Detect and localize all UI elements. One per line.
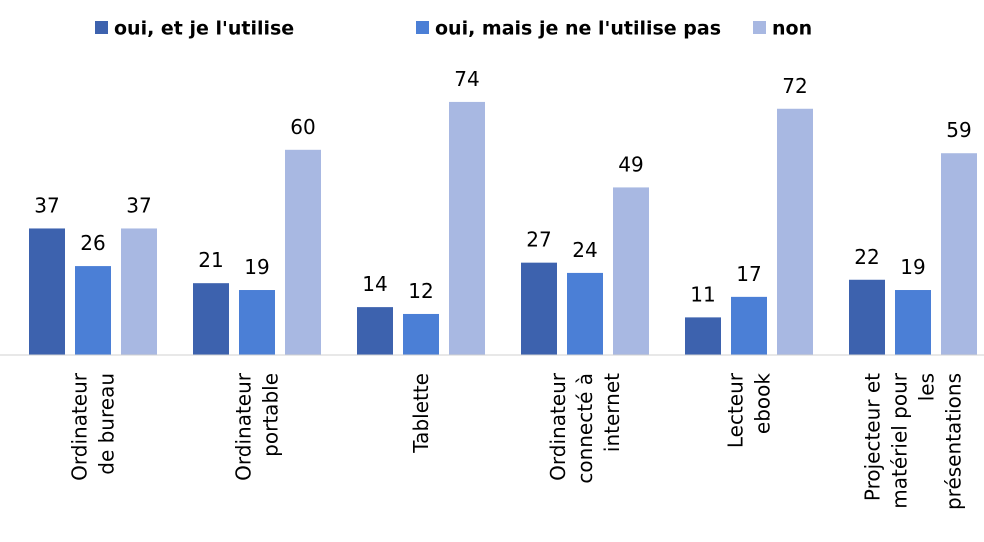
data-label: 49 bbox=[618, 152, 643, 176]
x-tick-line: présentations bbox=[942, 373, 966, 510]
bar bbox=[849, 279, 885, 355]
bar bbox=[121, 228, 157, 355]
data-label: 74 bbox=[454, 67, 479, 91]
data-label: 37 bbox=[126, 193, 151, 217]
data-label: 22 bbox=[854, 245, 879, 269]
bar bbox=[731, 296, 767, 355]
bar bbox=[285, 149, 321, 355]
bar bbox=[521, 262, 557, 355]
data-label: 26 bbox=[80, 231, 105, 255]
bar bbox=[567, 272, 603, 355]
legend-swatch bbox=[416, 21, 429, 34]
x-tick-label: Ordinateur de bureau bbox=[68, 372, 119, 481]
data-label: 19 bbox=[244, 255, 269, 279]
bar bbox=[895, 290, 931, 355]
x-tick-line: Ordinateur bbox=[68, 372, 92, 481]
data-label: 72 bbox=[782, 74, 807, 98]
x-tick-line: internet bbox=[600, 373, 624, 452]
data-label: 17 bbox=[736, 262, 761, 286]
x-tick-line: Ordinateur bbox=[232, 372, 256, 481]
x-tick-label: Ordinateur portable bbox=[232, 372, 283, 481]
data-label: 27 bbox=[526, 228, 551, 252]
legend-swatch bbox=[753, 21, 766, 34]
data-label: 11 bbox=[690, 282, 715, 306]
x-tick-line: de bureau bbox=[95, 373, 119, 475]
bar bbox=[449, 101, 485, 355]
x-tick-label: Lecteur ebook bbox=[724, 372, 775, 448]
x-tick-label: Ordinateur connecté à internet bbox=[546, 372, 624, 483]
bar bbox=[29, 228, 65, 355]
x-tick-line: connecté à bbox=[573, 373, 597, 484]
bar bbox=[685, 317, 721, 355]
x-tick-line: portable bbox=[259, 373, 283, 457]
data-label: 59 bbox=[946, 118, 971, 142]
bar bbox=[193, 283, 229, 355]
data-label: 21 bbox=[198, 248, 223, 272]
x-tick-line: Lecteur bbox=[724, 372, 748, 448]
x-tick-line: Tablette bbox=[409, 373, 433, 454]
bar bbox=[613, 187, 649, 355]
bar bbox=[941, 153, 977, 355]
x-tick-label: Tablette bbox=[409, 373, 433, 454]
data-label: 14 bbox=[362, 272, 387, 296]
data-label: 12 bbox=[408, 279, 433, 303]
legend-label: oui, et je l'utilise bbox=[114, 18, 294, 40]
x-tick-line: Ordinateur bbox=[546, 372, 570, 481]
bar bbox=[239, 290, 275, 355]
legend-label: oui, mais je ne l'utilise pas bbox=[435, 18, 721, 40]
data-label: 60 bbox=[290, 115, 315, 139]
bar bbox=[403, 313, 439, 355]
x-tick-line: Projecteur et bbox=[861, 373, 885, 501]
data-label: 19 bbox=[900, 255, 925, 279]
legend-swatch bbox=[95, 21, 108, 34]
data-label: 37 bbox=[34, 193, 59, 217]
bar bbox=[75, 266, 111, 355]
x-tick-line: les bbox=[915, 373, 939, 401]
x-tick-label: Projecteur et matériel pour les présentatio… bbox=[861, 372, 966, 510]
bar bbox=[357, 307, 393, 355]
legend-label: non bbox=[772, 18, 812, 40]
x-tick-line: matériel pour bbox=[888, 372, 912, 508]
bar bbox=[777, 108, 813, 355]
x-tick-line: ebook bbox=[751, 373, 775, 434]
data-label: 24 bbox=[572, 238, 597, 262]
